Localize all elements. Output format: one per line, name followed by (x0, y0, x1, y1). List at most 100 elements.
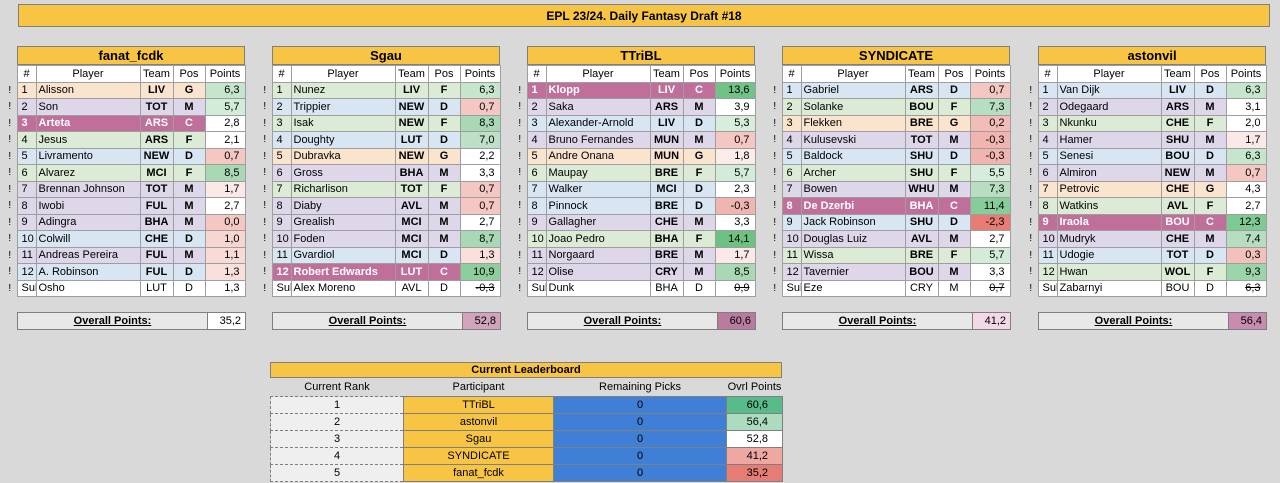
table-row[interactable]: ! 5 Livramento NEW D 0,7 (3, 147, 246, 165)
table-row[interactable]: ! 11 Andreas Pereira FUL M 1,1 (3, 246, 246, 264)
pick-number: 5 (271, 147, 292, 165)
flag-marker: ! (258, 214, 272, 231)
table-row[interactable]: ! 9 Iraola BOU C 12,3 (1024, 213, 1267, 231)
player-pos: G (427, 147, 461, 165)
table-row[interactable]: ! 4 Bruno Fernandes MUN M 0,7 (513, 131, 756, 149)
table-row[interactable]: ! 6 Archer SHU F 5,5 (768, 164, 1011, 182)
table-row[interactable]: ! 9 Adingra BHA M 0,0 (3, 213, 246, 231)
table-row[interactable]: ! 6 Alvarez MCI F 8,5 (3, 164, 246, 182)
table-row[interactable]: ! 3 Arteta ARS C 2,8 (3, 114, 246, 132)
table-row[interactable]: ! 5 Andre Onana MUN G 1,8 (513, 147, 756, 165)
col-player: Player (545, 65, 651, 83)
table-row[interactable]: ! 10 Foden MCI M 8,7 (258, 230, 501, 248)
table-row[interactable]: ! 12 Hwan WOL F 9,3 (1024, 263, 1267, 281)
player-name: De Dzerbi (800, 197, 906, 215)
table-row[interactable]: ! 11 Norgaard BRE M 1,7 (513, 246, 756, 264)
table-row[interactable]: ! 3 Flekken BRE G 0,2 (768, 114, 1011, 132)
flag-marker: ! (3, 164, 17, 181)
table-row[interactable]: ! 2 Solanke BOU F 7,3 (768, 98, 1011, 116)
table-row[interactable]: ! 10 Douglas Luiz AVL M 2,7 (768, 230, 1011, 248)
table-row[interactable]: ! 1 Nunez LIV F 6,3 (258, 81, 501, 99)
flag-marker: ! (1024, 263, 1038, 280)
table-row[interactable]: ! 11 Wissa BRE F 5,7 (768, 246, 1011, 264)
table-row[interactable]: ! 1 Klopp LIV C 13,6 (513, 81, 756, 99)
pick-number: 1 (271, 81, 292, 99)
flag-marker: ! (768, 181, 782, 198)
table-row[interactable]: ! 4 Kulusevski TOT M -0,3 (768, 131, 1011, 149)
table-row[interactable]: ! 6 Gross BHA M 3,3 (258, 164, 501, 182)
table-row[interactable]: ! 2 Odegaard ARS M 3,1 (1024, 98, 1267, 116)
table-row[interactable]: ! 1 Van Dijk LIV D 6,3 (1024, 81, 1267, 99)
table-row[interactable]: ! 2 Saka ARS M 3,9 (513, 98, 756, 116)
table-row[interactable]: ! 8 Diaby AVL M 0,7 (258, 197, 501, 215)
leaderboard-row[interactable]: 2 astonvil 0 56,4 (270, 413, 783, 431)
player-team: BRE (649, 197, 684, 215)
player-pos: M (937, 180, 971, 198)
table-row[interactable]: ! 2 Trippier NEW D 0,7 (258, 98, 501, 116)
table-row[interactable]: ! 12 Robert Edwards LUT C 10,9 (258, 263, 501, 281)
player-team: ARS (139, 131, 174, 149)
table-row[interactable]: ! 7 Bowen WHU M 7,3 (768, 180, 1011, 198)
table-row[interactable]: ! 7 Walker MCI D 2,3 (513, 180, 756, 198)
player-team: BRE (649, 246, 684, 264)
table-row[interactable]: ! 5 Dubravka NEW G 2,2 (258, 147, 501, 165)
table-row[interactable]: ! 9 Jack Robinson SHU D -2,3 (768, 213, 1011, 231)
table-row[interactable]: ! 3 Isak NEW F 8,3 (258, 114, 501, 132)
table-row[interactable]: ! 11 Udogie TOT D 0,3 (1024, 246, 1267, 264)
table-row[interactable]: !SubZabarnyiBOUD6,3 (1024, 279, 1267, 297)
col-num: # (781, 65, 802, 83)
table-row[interactable]: ! 7 Richarlison TOT F 0,7 (258, 180, 501, 198)
col-points: Points (1225, 65, 1267, 83)
table-row[interactable]: ! 9 Grealish MCI M 2,7 (258, 213, 501, 231)
table-row[interactable]: ! 9 Gallagher CHE M 3,3 (513, 213, 756, 231)
table-row[interactable]: ! 10 Colwill CHE D 1,0 (3, 230, 246, 248)
lb-header-points: Ovrl Points (727, 381, 782, 393)
table-row[interactable]: ! 4 Jesus ARS F 2,1 (3, 131, 246, 149)
flag-marker: ! (3, 230, 17, 247)
table-row[interactable]: ! 7 Petrovic CHE G 4,3 (1024, 180, 1267, 198)
pick-number: Sub (781, 279, 802, 297)
lb-rank: 5 (270, 464, 404, 482)
player-pos: M (1193, 131, 1227, 149)
table-row[interactable]: ! 7 Brennan Johnson TOT M 1,7 (3, 180, 246, 198)
table-row[interactable]: ! 10 Mudryk CHE M 7,4 (1024, 230, 1267, 248)
player-team: LIV (394, 81, 429, 99)
table-row[interactable]: ! 8 De Dzerbi BHA C 11,4 (768, 197, 1011, 215)
table-row[interactable]: ! 8 Pinnock BRE D -0,3 (513, 197, 756, 215)
table-row[interactable]: ! 10 Joao Pedro BHA F 14,1 (513, 230, 756, 248)
table-row[interactable]: ! 5 Baldock SHU D -0,3 (768, 147, 1011, 165)
table-row[interactable]: !SubOshoLUTD1,3 (3, 279, 246, 297)
leaderboard-row[interactable]: 5 fanat_fcdk 0 35,2 (270, 464, 783, 482)
table-row[interactable]: ! 6 Almiron NEW M 0,7 (1024, 164, 1267, 182)
table-row[interactable]: ! 12 A. Robinson FUL D 1,3 (3, 263, 246, 281)
table-row[interactable]: ! 8 Iwobi FUL M 2,7 (3, 197, 246, 215)
pick-number: 10 (1037, 230, 1058, 248)
overall-value: 60,6 (718, 313, 755, 329)
leaderboard-row[interactable]: 3 Sgau 0 52,8 (270, 430, 783, 448)
table-row[interactable]: !SubEzeCRYM0,7 (768, 279, 1011, 297)
table-row[interactable]: ! 4 Hamer SHU M 1,7 (1024, 131, 1267, 149)
table-row[interactable]: ! 6 Maupay BRE F 5,7 (513, 164, 756, 182)
player-points: 8,5 (204, 164, 246, 182)
table-row[interactable]: ! 4 Doughty LUT D 7,0 (258, 131, 501, 149)
table-row[interactable]: ! 5 Senesi BOU D 6,3 (1024, 147, 1267, 165)
pick-number: 11 (1037, 246, 1058, 264)
table-row[interactable]: ! 12 Olise CRY M 8,5 (513, 263, 756, 281)
table-row[interactable]: ! 1 Alisson LIV G 6,3 (3, 81, 246, 99)
table-row[interactable]: ! 2 Son TOT M 5,7 (3, 98, 246, 116)
table-row[interactable]: ! 11 Gvardiol MCI D 1,3 (258, 246, 501, 264)
table-row[interactable]: ! 8 Watkins AVL F 2,7 (1024, 197, 1267, 215)
table-row[interactable]: ! 1 Gabriel ARS D 0,7 (768, 81, 1011, 99)
table-row[interactable]: ! 3 Alexander-Arnold LIV D 5,3 (513, 114, 756, 132)
table-row[interactable]: !SubDunkBHAD0,9 (513, 279, 756, 297)
lb-remaining: 0 (553, 447, 727, 465)
player-points: -2,3 (969, 213, 1011, 231)
leaderboard-row[interactable]: 4 SYNDICATE 0 41,2 (270, 447, 783, 465)
leaderboard-row[interactable]: 1 TTriBL 0 60,6 (270, 396, 783, 414)
table-row[interactable]: ! 12 Tavernier BOU M 3,3 (768, 263, 1011, 281)
table-row[interactable]: ! 3 Nkunku CHE F 2,0 (1024, 114, 1267, 132)
pick-number: 11 (271, 246, 292, 264)
player-name: Gross (290, 164, 396, 182)
flag-marker: ! (768, 197, 782, 214)
